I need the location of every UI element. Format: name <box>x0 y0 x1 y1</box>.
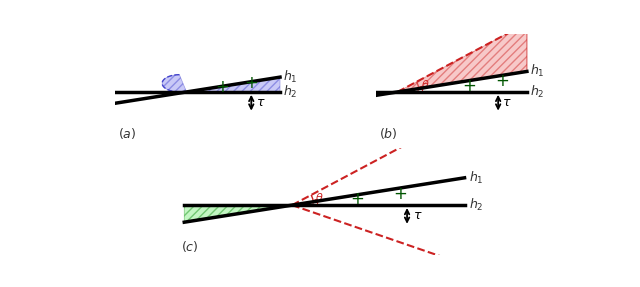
Text: $\theta$: $\theta$ <box>310 197 319 209</box>
Text: $h_2$: $h_2$ <box>530 84 544 100</box>
Text: $+$: $+$ <box>495 72 509 90</box>
Text: $+$: $+$ <box>216 78 230 96</box>
Text: $h_1$: $h_1$ <box>283 69 298 85</box>
Polygon shape <box>162 75 280 92</box>
Text: $+$: $+$ <box>462 77 476 95</box>
Text: $h_2$: $h_2$ <box>469 197 483 213</box>
Text: $\tau$: $\tau$ <box>413 210 422 222</box>
Text: $+$: $+$ <box>244 73 259 92</box>
Text: $h_2$: $h_2$ <box>283 84 298 100</box>
Text: $h_1$: $h_1$ <box>530 63 545 79</box>
Text: $+$: $+$ <box>393 185 407 203</box>
Polygon shape <box>184 205 292 222</box>
Text: $(a)$: $(a)$ <box>118 126 136 141</box>
Text: $\tau$: $\tau$ <box>502 96 512 109</box>
Text: $(c)$: $(c)$ <box>181 239 199 254</box>
Polygon shape <box>397 23 527 92</box>
Text: $(b)$: $(b)$ <box>379 126 397 141</box>
Text: $\theta$: $\theta$ <box>316 191 324 203</box>
Text: $h_1$: $h_1$ <box>469 170 483 186</box>
Text: $\theta$: $\theta$ <box>416 84 425 96</box>
Text: $\tau$: $\tau$ <box>255 96 265 109</box>
Polygon shape <box>383 92 397 94</box>
Text: $+$: $+$ <box>349 190 364 208</box>
Text: $\theta$: $\theta$ <box>420 78 429 90</box>
